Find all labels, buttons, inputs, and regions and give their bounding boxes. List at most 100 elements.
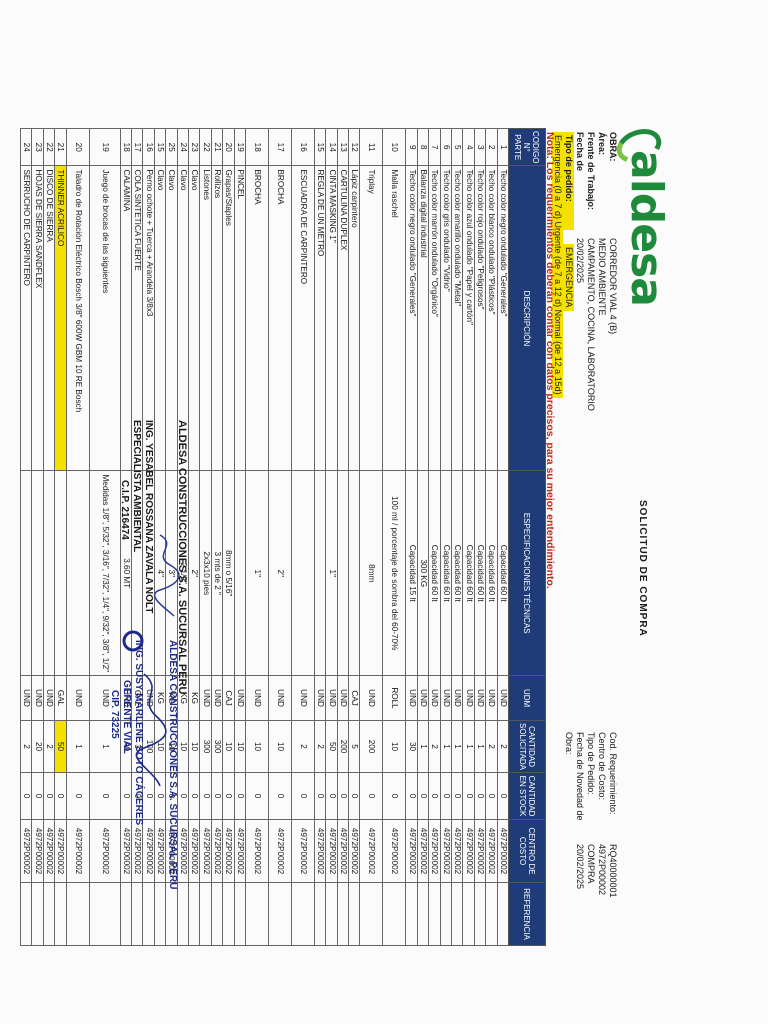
row-number: 12 xyxy=(348,128,360,166)
row-stock: 0 xyxy=(314,772,326,820)
row-number: 20 xyxy=(222,128,235,166)
row-quantity: 20 xyxy=(31,720,44,773)
row-stock: 0 xyxy=(66,772,90,820)
row-udm: UND xyxy=(43,675,55,721)
row-spec xyxy=(54,470,67,676)
row-cost-center: 4972P00002 xyxy=(428,819,441,883)
column-header: CANTIDAD EN STOCK xyxy=(508,772,546,820)
row-reference xyxy=(337,882,349,946)
signature-stamp-left: ALDESA CONSTRUCCIONES S.A. SUCURSAL PERU… xyxy=(118,420,188,694)
row-stock: 0 xyxy=(417,772,429,820)
table-row: 18 BROCHA 1" UND 10 0 4972P00002 xyxy=(245,128,269,946)
row-reference xyxy=(268,882,292,946)
table-row: 22 DISCO DE SIERRA UND 2 0 4972P00002 xyxy=(43,128,55,946)
header-value: COMPRA xyxy=(586,844,596,884)
row-udm: UND xyxy=(497,675,509,721)
row-description: HOJAS DE SIERRA SANDFLEX xyxy=(31,165,44,471)
signature-stamp-right: ALDESA CONSTRUCCIONES S.A. SUCURSAL PERU… xyxy=(108,630,178,889)
row-number: 14 xyxy=(325,128,338,166)
row-quantity: 10 xyxy=(234,720,246,773)
row-spec: Capacidad 60 lt xyxy=(474,470,486,676)
header-label: Fecha de Requerimiento: xyxy=(564,132,585,198)
row-spec: 3 mts de 2 " xyxy=(211,470,223,676)
row-spec: 2" xyxy=(268,470,292,676)
row-description: Techo color azul ondulado "Papel y cartó… xyxy=(462,165,475,471)
row-description: CARTULINA DUPLEX xyxy=(337,165,349,471)
row-reference xyxy=(43,882,55,946)
row-quantity: 1 xyxy=(440,720,452,773)
row-spec: Capacidad 60 lt xyxy=(485,470,498,676)
row-stock: 0 xyxy=(440,772,452,820)
table-row: 19 PINCEL UND 10 0 4972P00002 xyxy=(234,128,246,946)
row-quantity: 1 xyxy=(417,720,429,773)
row-quantity: 2 xyxy=(314,720,326,773)
column-header: REFERENCIA xyxy=(508,882,546,946)
row-reference xyxy=(31,882,44,946)
row-udm: UND xyxy=(474,675,486,721)
row-reference xyxy=(497,882,509,946)
row-stock: 0 xyxy=(211,772,223,820)
row-description: Techo color blanco ondulado "Plásticos" xyxy=(485,165,498,471)
table-row: 5 Techo color amarillo ondulado "Metal" Ca… xyxy=(451,128,463,946)
row-quantity: 10 xyxy=(177,720,189,773)
header-value: 20/02/2025 xyxy=(575,238,585,284)
row-number: 24 xyxy=(177,128,189,166)
row-spec xyxy=(31,470,44,676)
column-header: ESPECIFICACIONES TÉCNICAS xyxy=(508,470,546,676)
row-stock: 0 xyxy=(497,772,509,820)
row-number: 21 xyxy=(54,128,67,166)
row-spec: 100 ml / porcentaje de sombra del 60-70% xyxy=(382,470,406,676)
items-table: CODIGO N° PARTE DESCRIPCIÓN ESPECIFICACI… xyxy=(20,128,546,946)
row-description: PINCEL xyxy=(234,165,246,471)
row-spec xyxy=(291,470,315,676)
row-reference xyxy=(314,882,326,946)
row-number: 18 xyxy=(120,128,132,166)
row-reference xyxy=(142,882,155,946)
row-description: BROCHA xyxy=(245,165,269,471)
row-description: Techo color amarillo ondulado "Metal" xyxy=(451,165,463,471)
row-reference xyxy=(20,882,32,946)
row-reference xyxy=(211,882,223,946)
row-number: 21 xyxy=(211,128,223,166)
row-reference xyxy=(165,882,178,946)
row-cost-center: 4972P00002 xyxy=(199,819,212,883)
row-stock: 0 xyxy=(54,772,67,820)
row-udm: UND xyxy=(451,675,463,721)
row-stock: 0 xyxy=(382,772,406,820)
row-number: 9 xyxy=(405,128,418,166)
row-quantity: 300 xyxy=(211,720,223,773)
header-value: RQ40000001 xyxy=(608,844,618,898)
urgency-badge: EMERGENCIA xyxy=(563,244,574,311)
row-spec: 8mm o 5/16" xyxy=(222,470,235,676)
row-quantity: 10 xyxy=(188,720,200,773)
row-description: Grapas/Staples xyxy=(222,165,235,471)
row-udm: ROLL xyxy=(382,675,406,721)
column-header: UDM xyxy=(508,675,546,721)
row-reference xyxy=(428,882,441,946)
row-quantity: 2 xyxy=(291,720,315,773)
row-stock: 0 xyxy=(245,772,269,820)
row-reference xyxy=(405,882,418,946)
row-reference xyxy=(188,882,200,946)
row-cost-center: 4972P00002 xyxy=(337,819,349,883)
row-quantity: 1 xyxy=(451,720,463,773)
header-label: Área: xyxy=(597,132,607,156)
header-value: 20/02/2025 xyxy=(575,844,585,890)
row-number: 1 xyxy=(497,128,509,166)
table-row: 4 Techo color azul ondulado "Papel y cart… xyxy=(462,128,475,946)
header-value: CAMPAMENTO, COCINA, LABORATORIO xyxy=(586,238,596,411)
row-spec: 2" xyxy=(188,470,200,676)
row-reference xyxy=(154,882,166,946)
row-number: 3 xyxy=(474,128,486,166)
row-number: 15 xyxy=(314,128,326,166)
row-udm: UND xyxy=(234,675,246,721)
row-quantity: 10 xyxy=(245,720,269,773)
row-cost-center: 4972P00002 xyxy=(474,819,486,883)
table-row: 16 ESCUADRA DE CARPINTERO UND 2 0 4972P00002 xyxy=(291,128,315,946)
row-number: 22 xyxy=(43,128,55,166)
row-description: CINTA MASKING 1" xyxy=(325,165,338,471)
row-cost-center: 4972P00002 xyxy=(268,819,292,883)
row-cost-center: 4972P00002 xyxy=(54,819,67,883)
row-description: SERRUCHO DE CARPINTERO xyxy=(20,165,32,471)
row-number: 4 xyxy=(462,128,475,166)
